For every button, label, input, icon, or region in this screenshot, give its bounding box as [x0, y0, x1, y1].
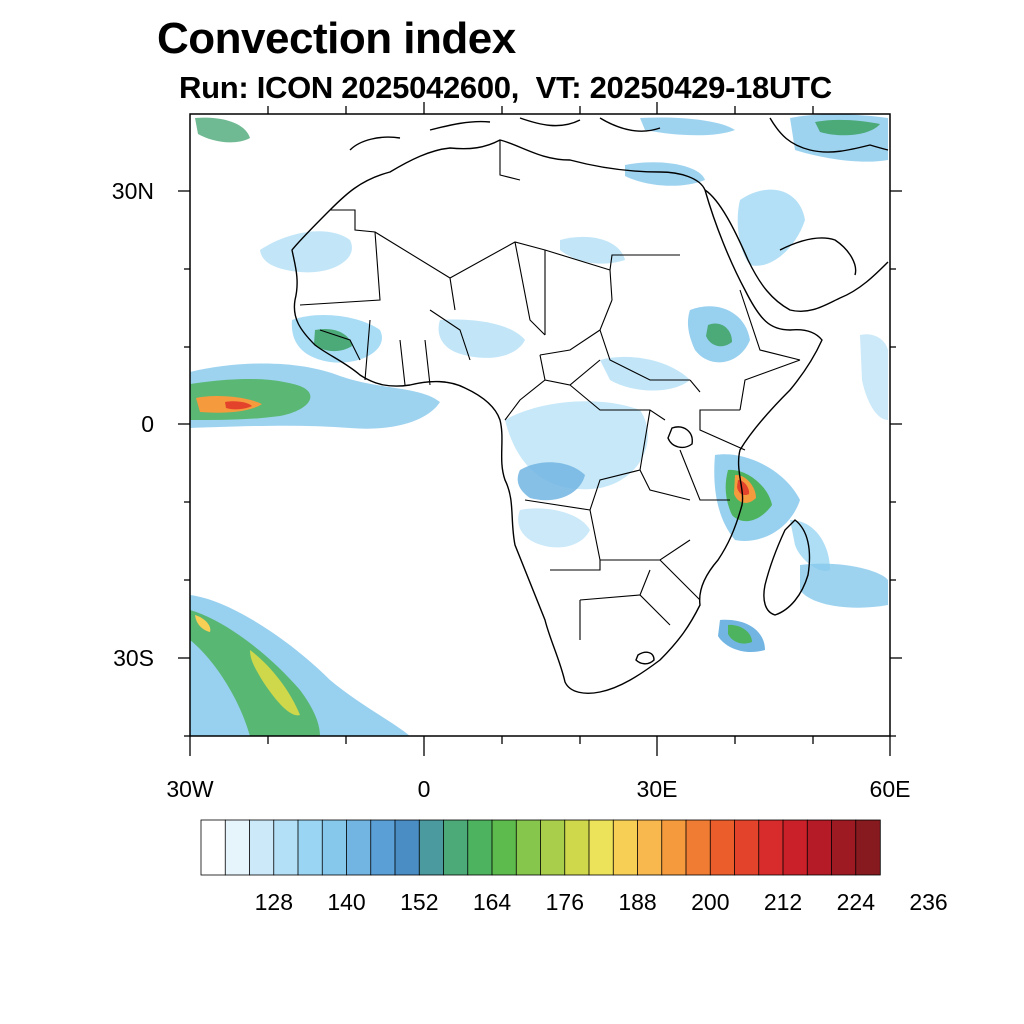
- colorbar-swatch: [467, 819, 493, 876]
- colorbar-swatch: [588, 819, 614, 876]
- madagascar-coastline: [763, 519, 811, 616]
- field-congo: [517, 462, 585, 501]
- colorbar-swatch: [540, 819, 566, 876]
- lesotho-border: [635, 651, 655, 665]
- colorbar-label: 212: [763, 889, 803, 915]
- colorbar-swatch: [273, 819, 299, 876]
- colorbar-swatch: [491, 819, 517, 876]
- lon-label-30w: 30W: [166, 776, 214, 802]
- europe-coastline: [349, 117, 889, 153]
- lat-label-30s: 30S: [113, 645, 154, 671]
- field-angola: [518, 508, 590, 548]
- lon-label-30e: 30E: [636, 776, 678, 802]
- field-west-africa: [260, 231, 352, 273]
- colorbar-label: 128: [254, 889, 293, 915]
- colorbar-swatch: [685, 819, 711, 876]
- colorbar-swatch: [224, 819, 251, 876]
- colorbar-swatch: [564, 819, 590, 876]
- colorbar-swatch: [758, 819, 784, 876]
- field-madagascar-south-core: [728, 624, 752, 644]
- map-subtitle: Run: ICON 2025042600, VT: 20250429-18UTC: [179, 70, 832, 105]
- colorbar-swatch: [515, 819, 542, 876]
- map-frame: [189, 113, 891, 737]
- colorbar-label: 164: [472, 889, 512, 915]
- colorbar-swatch: [443, 819, 469, 876]
- colorbar-swatch: [855, 819, 881, 876]
- lat-label-equator: 0: [141, 411, 154, 437]
- field-med: [625, 162, 705, 186]
- colorbar-swatch: [394, 819, 420, 876]
- coastlines: [291, 117, 889, 694]
- colorbar-label: 140: [327, 889, 366, 915]
- field-red-sea: [860, 334, 888, 420]
- colorbar-swatch: [806, 819, 833, 876]
- colorbar-label: 176: [545, 889, 584, 915]
- map-title: Convection index: [157, 14, 516, 63]
- colorbar-swatch: [200, 819, 226, 876]
- field-ethiopia-core: [706, 323, 732, 347]
- colorbar-swatch: [370, 819, 396, 876]
- field-south-atlantic-spot: [195, 615, 211, 632]
- field-turkey-core: [815, 119, 880, 136]
- field-madagascar-east: [790, 520, 830, 571]
- convection-field: [190, 114, 888, 736]
- field-sahel-east: [560, 236, 625, 264]
- colorbar: [200, 819, 881, 876]
- colorbar-swatch: [831, 819, 857, 876]
- lon-label-60e: 60E: [869, 776, 911, 802]
- lake-victoria: [667, 426, 693, 449]
- colorbar-swatch: [734, 819, 760, 876]
- colorbar-label: 152: [400, 889, 439, 915]
- colorbar-swatch: [661, 819, 687, 876]
- colorbar-swatch: [637, 819, 663, 876]
- colorbar-label: 188: [618, 889, 657, 915]
- field-indian-ocean: [800, 563, 888, 608]
- africa-coastline: [291, 139, 823, 694]
- colorbar-label: 200: [691, 889, 730, 915]
- colorbar-swatch: [612, 819, 639, 876]
- lat-label-30n: 30N: [111, 178, 154, 204]
- field-tanzania-max: [737, 480, 750, 496]
- field-arabia: [737, 189, 805, 266]
- arabia-coastline: [704, 189, 889, 312]
- field-guinea-core: [314, 328, 352, 352]
- field-north-atlantic: [640, 117, 735, 136]
- field-south-atlantic-peak: [250, 650, 300, 716]
- axis-ticks: [178, 102, 902, 756]
- colorbar-swatch: [346, 819, 372, 876]
- field-atlantic-band-max: [225, 401, 252, 410]
- colorbar-label: 236: [909, 889, 948, 915]
- colorbar-label: 224: [836, 889, 875, 915]
- colorbar-swatch: [709, 819, 736, 876]
- lon-label-0: 0: [417, 776, 431, 802]
- colorbar-swatch: [321, 819, 348, 876]
- country-borders: [299, 140, 801, 640]
- field-nigeria: [438, 319, 525, 358]
- field-sudan: [600, 356, 690, 391]
- field-nw-corner: [195, 117, 250, 143]
- colorbar-swatch: [297, 819, 323, 876]
- colorbar-swatch: [249, 819, 275, 876]
- colorbar-swatch: [418, 819, 445, 876]
- colorbar-swatch: [782, 819, 808, 876]
